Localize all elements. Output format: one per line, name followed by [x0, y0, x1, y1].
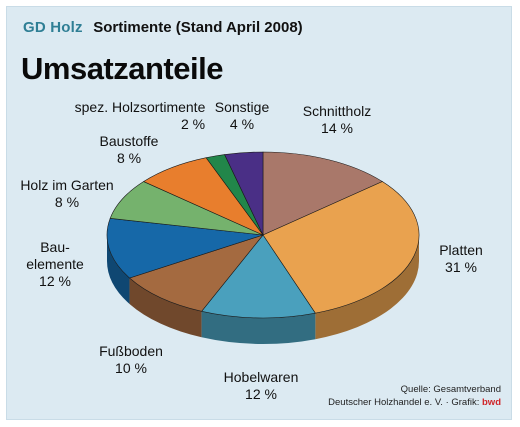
slice-label-3: Fußboden 10 % [99, 343, 163, 377]
slice-side-4 [107, 235, 130, 304]
slice-label-name: Bau- [40, 239, 70, 255]
source-note: Quelle: Gesamtverband Deutscher Holzhand… [328, 383, 501, 409]
slice-label-7: spez. Holzsortimente 2 % [75, 99, 206, 133]
slice-label-0: Schnittholz 14 % [303, 103, 371, 137]
slice-label-2: Hobelwaren 12 % [224, 369, 299, 403]
slice-label-name: Baustoffe [99, 133, 159, 149]
slice-0 [262, 151, 383, 236]
slice-2 [201, 234, 316, 319]
chart-title: Umsatzanteile [21, 51, 223, 86]
slice-label-name: Schnittholz [302, 103, 372, 119]
slice-8 [224, 151, 264, 236]
slice-label-value: 12 % [39, 273, 71, 289]
slice-label-value: 31 % [445, 259, 477, 275]
slice-label-1: Platten 31 % [439, 242, 483, 276]
slice-3 [128, 234, 264, 312]
slice-label-name: Fußboden [99, 343, 163, 359]
pie-chart [106, 151, 420, 345]
source-line-2: Deutscher Holzhandel e. V. · Grafik: bwd [328, 396, 501, 409]
slice-label-5: Holz im Garten 8 % [20, 177, 113, 211]
slice-side-1 [315, 235, 419, 340]
slice-label-value: 12 % [245, 386, 277, 402]
brand-label: GD Holz [23, 19, 83, 36]
slice-1 [262, 181, 420, 314]
slice-label-name: Hobelwaren [223, 369, 299, 385]
slice-side-3 [129, 277, 202, 338]
slice-label-name: Holz im Garten [20, 177, 114, 193]
slice-label-6: Baustoffe 8 % [100, 133, 159, 167]
slice-label-value: 8 % [116, 150, 142, 166]
slice-label-value: 14 % [321, 120, 353, 136]
slice-side-2 [201, 311, 316, 345]
slice-label-value: 8 % [54, 194, 80, 210]
slice-label-4: Bau-elemente 12 % [26, 239, 84, 290]
slice-label-name: Sonstige [214, 99, 270, 115]
source-brand: bwd [482, 397, 501, 408]
slice-4 [106, 218, 264, 279]
source-line-2-text: Deutscher Holzhandel e. V. · Grafik: [328, 397, 482, 408]
slice-label-name: Platten [439, 242, 483, 258]
slice-label-name: spez. Holzsortimente [74, 99, 206, 115]
chart-frame: GD Holz Sortimente (Stand April 2008) Um… [6, 6, 512, 420]
header: GD Holz Sortimente (Stand April 2008) [23, 19, 303, 37]
slice-label-value: 4 % [229, 116, 255, 132]
slice-label-value: 2 % [180, 116, 206, 132]
subtitle: Sortimente (Stand April 2008) [93, 19, 303, 36]
slice-label-name: elemente [26, 256, 84, 272]
slice-label-8: Sonstige 4 % [215, 99, 269, 133]
source-line-1: Quelle: Gesamtverband [400, 384, 501, 395]
slice-label-value: 10 % [115, 360, 147, 376]
